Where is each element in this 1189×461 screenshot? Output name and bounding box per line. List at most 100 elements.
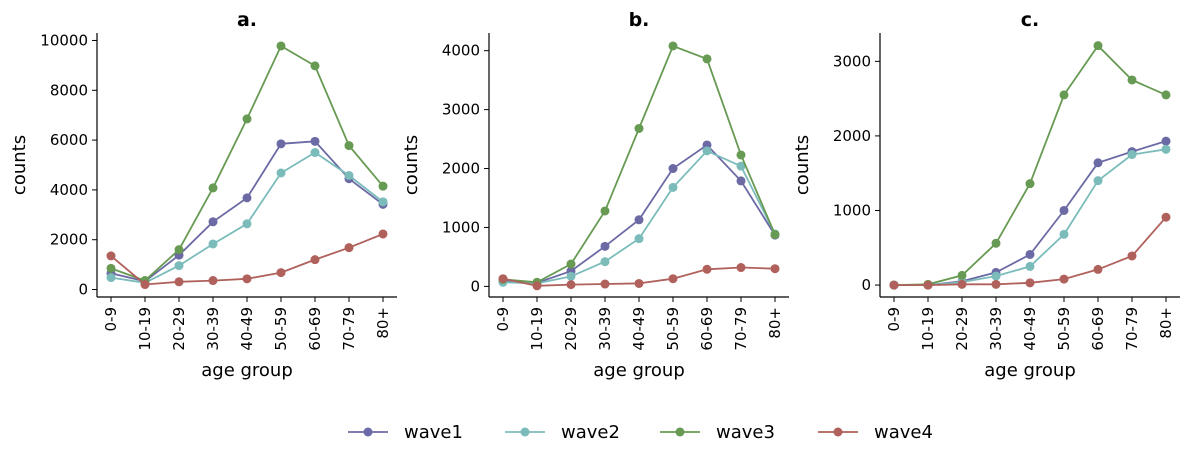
chart-panel-2: b. 0 1000 2000 3000 4000 0-9 10-19 20-29 30-39 40-…	[401, 9, 789, 381]
data-point	[770, 264, 780, 274]
series-line	[893, 44, 1167, 286]
x-tick-label: 60-69	[698, 307, 716, 351]
y-tick-label: 8000	[50, 81, 88, 99]
x-tick-label: 80+	[374, 307, 392, 339]
x-tick-label: 40-49	[630, 307, 648, 351]
x-tick-label: 30-39	[987, 307, 1005, 351]
x-tick-label: 10-19	[528, 307, 546, 351]
data-point	[1161, 212, 1171, 222]
legend-item-wave1: wave1	[348, 422, 463, 443]
data-point	[736, 161, 746, 171]
x-tick-label: 70-79	[340, 307, 358, 351]
series-wave3	[106, 41, 388, 286]
data-point	[310, 61, 320, 71]
x-tick-label: 80+	[1157, 307, 1175, 339]
data-point	[1025, 179, 1035, 189]
x-tick-label: 20-29	[170, 307, 188, 351]
series-wave2	[889, 144, 1171, 290]
data-point	[140, 280, 150, 290]
legend-marker	[833, 427, 843, 437]
data-point	[668, 274, 678, 284]
data-point	[702, 54, 712, 64]
legend-label: wave3	[716, 422, 775, 443]
y-tick-label: 10000	[40, 31, 88, 49]
data-point	[208, 239, 218, 249]
panel-title: c.	[1021, 9, 1039, 31]
series-wave4	[889, 212, 1171, 290]
data-point	[174, 261, 184, 271]
x-tick-label: 10-19	[919, 307, 937, 351]
data-point	[1161, 90, 1171, 100]
data-point	[378, 229, 388, 239]
data-point	[378, 181, 388, 191]
data-point	[957, 270, 967, 280]
x-tick-label: 30-39	[596, 307, 614, 351]
x-tick-label: 0-9	[494, 307, 512, 332]
y-axis-label: counts	[792, 135, 813, 195]
data-point	[566, 280, 576, 290]
panel-title: a.	[237, 9, 257, 31]
x-axis-label: age group	[984, 360, 1076, 381]
x-tick-label: 40-49	[1021, 307, 1039, 351]
data-point	[736, 263, 746, 273]
series-line	[110, 140, 384, 283]
x-tick-label: 30-39	[204, 307, 222, 351]
series-line	[502, 143, 776, 284]
data-point	[276, 168, 286, 178]
x-tick-label: 40-49	[238, 307, 256, 351]
legend-marker	[363, 427, 373, 437]
legend-item-wave4: wave4	[818, 422, 933, 443]
y-tick-label: 2000	[50, 231, 88, 249]
data-point	[344, 170, 354, 180]
legend-item-wave3: wave3	[660, 422, 775, 443]
data-point	[378, 197, 388, 207]
data-point	[310, 148, 320, 158]
data-point	[1025, 278, 1035, 288]
data-point	[1059, 229, 1069, 239]
x-tick-label: 60-69	[306, 307, 324, 351]
x-axis-label: age group	[201, 360, 293, 381]
data-point	[106, 273, 116, 283]
series-wave1	[106, 136, 388, 286]
legend-label: wave4	[874, 422, 933, 443]
data-point	[1161, 136, 1171, 146]
series-wave2	[106, 148, 388, 288]
data-point	[1059, 90, 1069, 100]
data-point	[1127, 75, 1137, 85]
data-point	[634, 215, 644, 225]
data-point	[889, 280, 899, 290]
x-tick-label: 50-59	[664, 307, 682, 351]
legend-item-wave2: wave2	[505, 422, 620, 443]
series-line	[502, 44, 776, 284]
data-point	[1025, 261, 1035, 271]
data-point	[276, 41, 286, 51]
data-point	[702, 264, 712, 274]
data-point	[344, 243, 354, 253]
data-point	[106, 263, 116, 273]
data-point	[668, 164, 678, 174]
data-point	[106, 251, 116, 261]
chart-panel-3: c. 0 1000 2000 3000 0-9 10-19 20-29 30-39 40-49 50…	[792, 9, 1180, 381]
data-point	[1093, 41, 1103, 51]
y-tick-label: 3000	[833, 52, 871, 70]
data-point	[242, 274, 252, 284]
data-point	[1059, 205, 1069, 215]
x-tick-label: 50-59	[272, 307, 290, 351]
y-tick-label: 2000	[442, 160, 480, 178]
data-point	[736, 150, 746, 160]
data-point	[702, 146, 712, 156]
x-tick-label: 50-59	[1055, 307, 1073, 351]
chart-panel-1: a. 0 2000 4000 6000 8000 10000 0-9 10-19 20-29 30-…	[9, 9, 397, 381]
x-tick-label: 80+	[766, 307, 784, 339]
y-tick-label: 1000	[442, 218, 480, 236]
data-point	[1127, 251, 1137, 261]
data-point	[242, 219, 252, 229]
panel-title: b.	[629, 9, 650, 31]
data-point	[1025, 249, 1035, 259]
data-point	[1127, 150, 1137, 160]
y-tick-label: 4000	[442, 42, 480, 60]
x-tick-label: 20-29	[953, 307, 971, 351]
y-tick-label: 6000	[50, 131, 88, 149]
